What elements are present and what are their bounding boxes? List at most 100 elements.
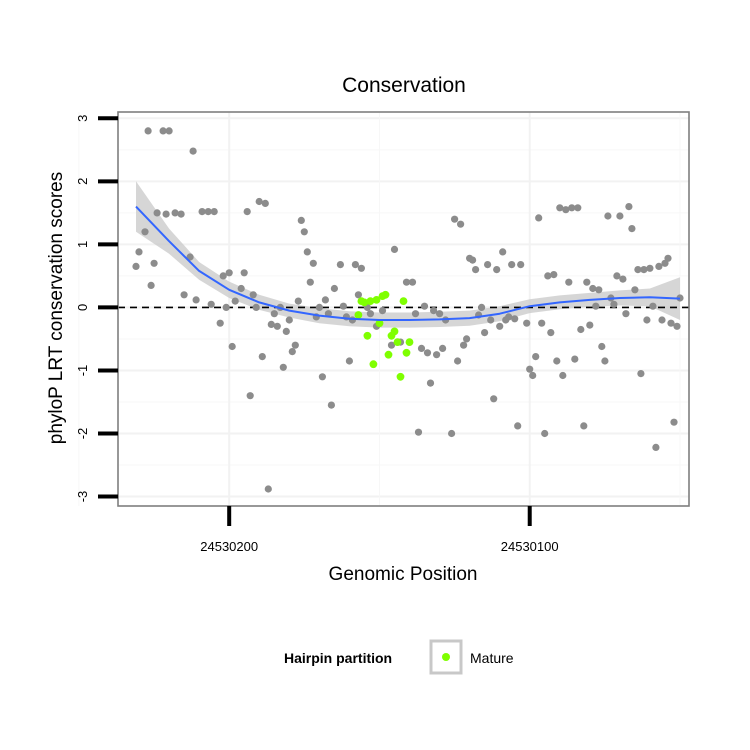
mature-data-point bbox=[360, 298, 369, 307]
mature-data-point bbox=[393, 338, 402, 346]
data-point bbox=[508, 261, 516, 269]
data-point bbox=[598, 342, 606, 351]
x-axis: 24530200 24530100 bbox=[200, 506, 559, 554]
data-point bbox=[309, 259, 317, 267]
data-point bbox=[291, 341, 299, 349]
data-point bbox=[261, 199, 269, 207]
data-point bbox=[580, 422, 588, 430]
data-point bbox=[318, 373, 326, 381]
data-point bbox=[493, 266, 501, 274]
data-point bbox=[141, 228, 149, 236]
x-tick-label: 24530100 bbox=[501, 539, 559, 554]
data-point bbox=[300, 228, 308, 236]
data-point bbox=[454, 357, 462, 365]
mature-data-point bbox=[390, 327, 399, 336]
data-point bbox=[571, 355, 579, 363]
data-point bbox=[297, 216, 305, 224]
x-axis-title: Genomic Position bbox=[329, 564, 478, 585]
data-point bbox=[505, 313, 513, 321]
data-point bbox=[315, 303, 323, 311]
data-point bbox=[469, 256, 477, 264]
legend-key-box bbox=[429, 639, 463, 675]
data-point bbox=[541, 429, 549, 438]
data-point bbox=[132, 262, 140, 270]
data-point bbox=[165, 127, 173, 135]
data-point bbox=[390, 245, 399, 253]
mature-data-point bbox=[396, 372, 405, 381]
smooth-trend-line bbox=[135, 205, 681, 321]
x-tick-label: 24530200 bbox=[200, 539, 258, 554]
data-point bbox=[481, 329, 489, 337]
data-point bbox=[198, 208, 206, 216]
data-point bbox=[327, 401, 335, 409]
data-point bbox=[243, 208, 251, 216]
data-point bbox=[655, 262, 663, 270]
data-point bbox=[420, 302, 429, 310]
data-point bbox=[538, 319, 546, 327]
data-point bbox=[162, 210, 170, 218]
data-point bbox=[285, 316, 293, 324]
mature-data-point bbox=[375, 319, 384, 328]
data-point bbox=[559, 371, 567, 380]
data-point bbox=[249, 291, 257, 299]
data-point bbox=[592, 302, 600, 310]
y-tick-label: -2 bbox=[75, 428, 90, 440]
data-point bbox=[366, 310, 374, 318]
data-point bbox=[270, 310, 278, 318]
legend-label-mature: Mature bbox=[470, 650, 514, 666]
data-point bbox=[490, 395, 498, 403]
data-point bbox=[321, 296, 329, 304]
data-point bbox=[529, 371, 537, 380]
data-point bbox=[303, 248, 311, 256]
data-point bbox=[171, 209, 179, 217]
data-point bbox=[511, 315, 519, 323]
data-point bbox=[664, 254, 672, 262]
data-point bbox=[514, 422, 522, 430]
data-point bbox=[637, 370, 645, 378]
data-point bbox=[228, 342, 236, 351]
data-point bbox=[225, 269, 233, 277]
y-tick-label: -3 bbox=[75, 491, 90, 503]
data-point bbox=[288, 348, 296, 356]
data-point bbox=[532, 353, 540, 361]
mature-data-point bbox=[381, 290, 390, 299]
data-point bbox=[411, 310, 420, 318]
data-point bbox=[574, 204, 582, 212]
data-point bbox=[387, 341, 396, 349]
data-point bbox=[255, 197, 263, 206]
data-point bbox=[487, 316, 495, 324]
data-point bbox=[189, 147, 197, 155]
data-point bbox=[565, 278, 573, 286]
data-point bbox=[430, 307, 438, 315]
data-point bbox=[402, 278, 411, 286]
data-point bbox=[252, 303, 260, 311]
data-point bbox=[652, 443, 660, 451]
data-point bbox=[625, 203, 633, 211]
mature-data-point bbox=[363, 331, 372, 340]
legend-title: Hairpin partition bbox=[284, 650, 392, 666]
data-point bbox=[448, 429, 456, 438]
mature-data-point bbox=[402, 348, 411, 357]
data-point bbox=[408, 278, 417, 286]
data-point bbox=[426, 379, 435, 387]
data-point bbox=[159, 127, 167, 135]
data-point bbox=[544, 272, 552, 280]
data-point bbox=[282, 327, 290, 335]
legend: Hairpin partition Mature bbox=[284, 639, 514, 675]
data-point bbox=[439, 344, 447, 352]
data-point bbox=[634, 266, 642, 274]
data-point bbox=[631, 286, 639, 294]
data-point bbox=[219, 272, 227, 280]
y-tick-label: 1 bbox=[75, 241, 90, 248]
data-point bbox=[550, 271, 558, 279]
data-point bbox=[177, 210, 185, 218]
data-point bbox=[150, 259, 158, 267]
data-point bbox=[336, 261, 344, 269]
data-point bbox=[496, 322, 504, 330]
data-point bbox=[436, 310, 444, 318]
data-point bbox=[658, 316, 666, 324]
data-point bbox=[210, 208, 218, 216]
data-point bbox=[222, 303, 230, 311]
data-point bbox=[153, 209, 161, 217]
